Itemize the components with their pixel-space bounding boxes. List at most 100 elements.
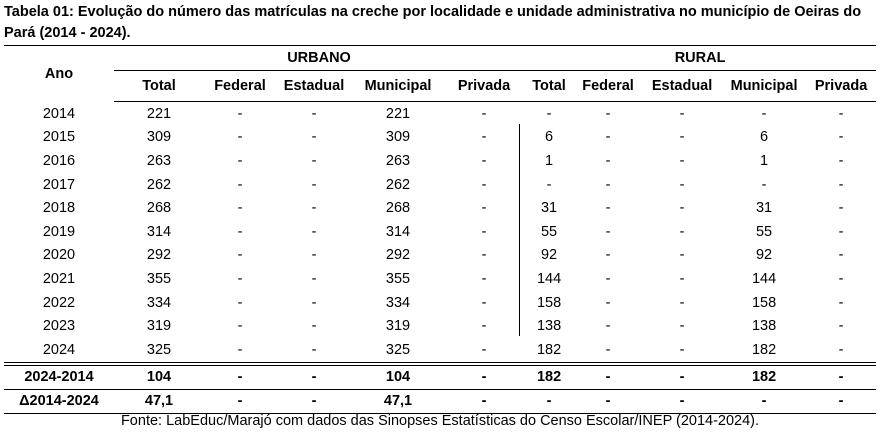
cell: -	[237, 129, 243, 146]
row-label: 2021	[42, 270, 76, 287]
cell: 309	[146, 129, 172, 146]
cell: 263	[385, 152, 411, 169]
cell: -	[481, 318, 487, 335]
cell: -	[546, 105, 552, 122]
cell: 182	[524, 363, 575, 390]
column-header: Privada	[444, 70, 525, 102]
cell: -	[237, 294, 243, 311]
group-header: RURAL	[524, 45, 877, 71]
cell: -	[679, 129, 685, 146]
column-header: Estadual	[276, 70, 352, 102]
cell: 182	[722, 337, 807, 366]
divider	[519, 124, 520, 336]
cell: -	[679, 270, 685, 287]
cell: 92	[755, 247, 773, 264]
cell: -	[237, 200, 243, 217]
cell: -	[444, 363, 525, 390]
cell: -	[237, 318, 243, 335]
cell: -	[574, 363, 643, 390]
cell: -	[444, 337, 525, 366]
row-label: 2024	[4, 337, 114, 366]
cell: 138	[536, 318, 562, 335]
cell: 334	[385, 294, 411, 311]
cell: -	[605, 270, 611, 287]
cell: -	[605, 176, 611, 193]
cell: -	[642, 337, 723, 366]
cell: -	[237, 223, 243, 240]
row-label: 2024-2014	[4, 363, 114, 390]
cell: -	[311, 176, 317, 193]
cell: 355	[146, 270, 172, 287]
cell: -	[546, 176, 552, 193]
column-header: Estadual	[642, 70, 723, 102]
cell: 355	[385, 270, 411, 287]
cell: -	[311, 200, 317, 217]
cell: -	[679, 247, 685, 264]
cell: -	[237, 105, 243, 122]
cell: 319	[146, 318, 172, 335]
cell: 309	[385, 129, 411, 146]
cell: 144	[751, 270, 777, 287]
cell: 319	[385, 318, 411, 335]
cell: -	[237, 247, 243, 264]
table-row: 2022 334 - - 334 - 158 - - 158 -	[4, 291, 876, 315]
table-row: 2019 314 - - 314 - 55 - - 55 -	[4, 220, 876, 244]
row-label: 2018	[42, 200, 76, 217]
cell: -	[204, 389, 276, 414]
row-label: 2022	[42, 294, 76, 311]
cell: 92	[540, 247, 558, 264]
cell: 314	[146, 223, 172, 240]
cell: -	[481, 294, 487, 311]
cell: 31	[540, 200, 558, 217]
cell: -	[311, 318, 317, 335]
cell: -	[679, 294, 685, 311]
cell: 158	[536, 294, 562, 311]
column-header: Federal	[574, 70, 643, 102]
cell: 104	[352, 363, 444, 390]
table-row: 2024 325- -325-182- -182-	[4, 337, 877, 366]
cell: -	[605, 105, 611, 122]
data-table: Ano URBANO RURAL Total Federal Estadual Mun…	[4, 45, 877, 414]
cell: 144	[536, 270, 562, 287]
cell: -	[838, 105, 844, 122]
cell: -	[838, 152, 844, 169]
table-row: 2021 355 - - 355 - 144 - - 144 -	[4, 267, 876, 291]
year-header: Ano	[4, 45, 114, 102]
cell: -	[204, 363, 276, 390]
row-label: 2015	[42, 129, 76, 146]
cell: -	[722, 389, 807, 414]
table-row: 2017 262 - - 262 - - - - - -	[4, 173, 876, 197]
cell: -	[237, 270, 243, 287]
cell: 158	[751, 294, 777, 311]
column-header: Total	[114, 70, 204, 102]
cell: 138	[751, 318, 777, 335]
cell: -	[481, 200, 487, 217]
cell: 104	[114, 363, 204, 390]
table-row: Δ2014-2024 47,1- -47,1- - - - - -	[4, 389, 877, 414]
cell: 47,1	[114, 389, 204, 414]
cell: -	[838, 223, 844, 240]
cell: -	[605, 129, 611, 146]
cell: -	[481, 176, 487, 193]
cell: -	[311, 294, 317, 311]
cell: -	[605, 247, 611, 264]
cell: -	[679, 152, 685, 169]
cell: -	[237, 176, 243, 193]
cell: -	[481, 152, 487, 169]
cell: -	[838, 176, 844, 193]
cell: -	[761, 176, 767, 193]
cell: 221	[385, 105, 411, 122]
table-row: 2018 268 - - 268 - 31 - - 31 -	[4, 196, 876, 220]
cell: -	[204, 337, 276, 366]
table-title: Tabela 01: Evolução do número das matríc…	[4, 4, 862, 41]
cell: 1	[545, 152, 554, 169]
cell: 6	[545, 129, 554, 146]
cell: -	[311, 223, 317, 240]
group-header: URBANO	[114, 45, 525, 71]
column-header: Privada	[806, 70, 877, 102]
cell: -	[605, 318, 611, 335]
row-label: 2019	[42, 223, 76, 240]
cell: 221	[146, 105, 172, 122]
cell: -	[838, 247, 844, 264]
